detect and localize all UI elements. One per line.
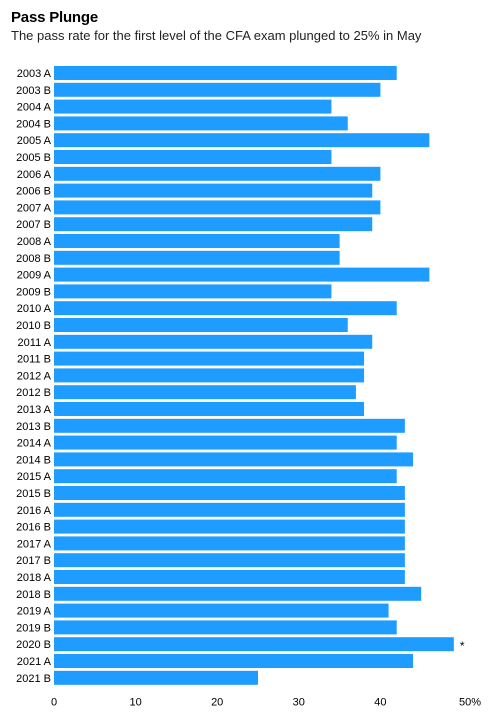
bar <box>54 570 405 584</box>
category-label: 2006 B <box>16 186 51 198</box>
bar <box>54 670 258 685</box>
category-label: 2018 A <box>17 572 52 584</box>
category-label: 2016 B <box>16 522 51 534</box>
x-axis-ticks: 0 10 20 30 40 50% <box>51 697 481 709</box>
category-label: 2017 B <box>16 555 51 567</box>
bars-group <box>54 66 454 685</box>
bar <box>54 486 405 500</box>
bar <box>54 150 332 164</box>
bar <box>54 284 332 299</box>
bar <box>54 637 454 652</box>
category-label: 2013 B <box>16 421 51 433</box>
bar <box>54 435 397 450</box>
category-label: 2021 B <box>16 673 51 685</box>
category-label: 2016 A <box>17 505 52 517</box>
category-label: 2017 A <box>17 538 52 550</box>
category-label: 2014 B <box>16 454 51 466</box>
chart-subtitle: The pass rate for the first level of the… <box>11 28 422 43</box>
category-label: 2019 B <box>16 622 51 634</box>
bar <box>54 66 397 80</box>
bar <box>54 368 365 383</box>
bar <box>54 99 332 114</box>
category-label: 2018 B <box>16 589 51 601</box>
category-label: 2007 A <box>17 202 52 214</box>
bar <box>54 267 430 282</box>
bar <box>54 334 373 349</box>
bar <box>54 519 405 534</box>
bar <box>54 133 430 148</box>
x-tick-label: 20 <box>211 697 223 709</box>
category-label: 2010 B <box>16 320 51 332</box>
category-labels: 2003 A 2003 B 2004 A 2004 B 2005 A 2005 B 2006… <box>16 68 52 685</box>
annotations: * <box>460 639 465 653</box>
category-label: 2003 A <box>17 68 52 80</box>
bar <box>54 469 397 484</box>
category-label: 2004 A <box>17 102 52 114</box>
category-label: 2020 B <box>16 639 51 651</box>
x-tick-label: 0 <box>51 697 57 709</box>
category-label: 2021 A <box>17 656 52 668</box>
bar <box>54 234 340 248</box>
chart-title: Pass Plunge <box>11 9 99 26</box>
bar <box>54 301 397 316</box>
category-label: 2014 A <box>17 438 52 450</box>
bar <box>54 620 397 635</box>
bar <box>54 250 340 265</box>
bar <box>54 553 405 568</box>
category-label: 2015 A <box>17 471 52 483</box>
bar <box>54 603 389 618</box>
x-tick-label: 10 <box>129 697 141 709</box>
bar <box>54 536 405 551</box>
x-tick-label: 30 <box>293 697 305 709</box>
category-label: 2013 A <box>17 404 52 416</box>
category-label: 2011 A <box>18 337 52 349</box>
category-label: 2010 A <box>17 303 52 315</box>
category-label: 2012 B <box>16 387 51 399</box>
category-label: 2015 B <box>16 488 51 500</box>
category-label: 2006 A <box>17 169 52 181</box>
category-label: 2009 A <box>17 270 52 282</box>
bar <box>54 200 381 215</box>
category-label: 2011 B <box>17 354 51 366</box>
bar <box>54 654 414 668</box>
category-label: 2008 B <box>16 253 51 265</box>
bar <box>54 452 414 467</box>
bar <box>54 385 356 400</box>
category-label: 2003 B <box>16 85 51 97</box>
category-label: 2005 B <box>16 152 51 164</box>
bar <box>54 586 422 601</box>
bar <box>54 318 348 332</box>
category-label: 2007 B <box>16 219 51 231</box>
bar <box>54 166 381 181</box>
annotation-asterisk: * <box>460 639 465 653</box>
category-label: 2005 A <box>17 135 52 147</box>
bar <box>54 217 373 232</box>
category-label: 2019 A <box>17 606 52 618</box>
bar <box>54 183 373 198</box>
x-tick-label: 40 <box>374 697 386 709</box>
bar <box>54 502 405 517</box>
bar <box>54 418 405 433</box>
category-label: 2009 B <box>16 286 51 298</box>
bar <box>54 351 365 366</box>
bar <box>54 402 365 416</box>
x-tick-label: 50% <box>459 697 481 709</box>
category-label: 2008 A <box>17 236 52 248</box>
category-label: 2012 A <box>17 370 52 382</box>
category-label: 2004 B <box>16 118 51 130</box>
bar <box>54 116 348 131</box>
bar <box>54 82 381 97</box>
